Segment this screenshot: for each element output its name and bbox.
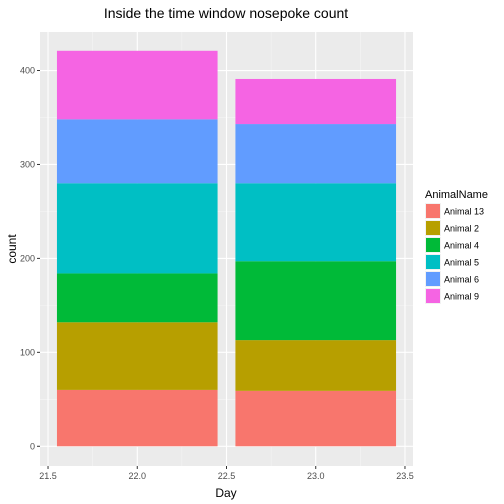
y-tick-label: 400 xyxy=(20,66,35,76)
y-tick-label: 200 xyxy=(20,253,35,263)
legend-swatch xyxy=(426,272,440,286)
bar-segment xyxy=(56,389,218,447)
bar-segment xyxy=(56,50,218,120)
bar-segment xyxy=(235,261,397,341)
bar-segment xyxy=(56,183,218,274)
legend-label: Animal 13 xyxy=(444,207,484,217)
y-axis-ticks: 0 100 200 300 400 xyxy=(20,66,40,451)
y-tick-label: 300 xyxy=(20,159,35,169)
x-axis-title: Day xyxy=(215,486,236,500)
bar-segment xyxy=(235,124,397,184)
legend-title: AnimalName xyxy=(425,189,488,201)
legend-swatch xyxy=(426,204,440,218)
x-axis-ticks: 21.5 22.0 22.5 23.0 23.5 xyxy=(39,466,414,481)
legend-swatch xyxy=(426,255,440,269)
bar-segment xyxy=(56,273,218,323)
x-tick-label: 22.5 xyxy=(218,471,236,481)
y-tick-label: 100 xyxy=(20,347,35,357)
bar-segment xyxy=(56,322,218,390)
bar-segment xyxy=(235,340,397,391)
legend-swatch xyxy=(426,289,440,303)
legend-label: Animal 4 xyxy=(444,241,479,251)
x-tick-label: 23.0 xyxy=(307,471,325,481)
bar-segment xyxy=(235,183,397,262)
x-tick-label: 23.5 xyxy=(396,471,414,481)
x-tick-label: 22.0 xyxy=(128,471,146,481)
legend-swatch xyxy=(426,221,440,235)
x-tick-label: 21.5 xyxy=(39,471,57,481)
legend-swatch xyxy=(426,238,440,252)
legend-label: Animal 9 xyxy=(444,292,479,302)
y-tick-label: 0 xyxy=(30,441,35,451)
legend-label: Animal 5 xyxy=(444,258,479,268)
legend-label: Animal 6 xyxy=(444,275,479,285)
y-axis-title: count xyxy=(5,234,19,264)
bar-segment xyxy=(235,390,397,447)
legend-label: Animal 2 xyxy=(444,224,479,234)
bar-segment xyxy=(56,119,218,184)
bars xyxy=(56,50,397,447)
legend: AnimalName Animal 13 Animal 2 Animal 4 Anim… xyxy=(425,189,488,304)
bar-segment xyxy=(235,78,397,125)
chart-title: Inside the time window nosepoke count xyxy=(104,5,348,21)
